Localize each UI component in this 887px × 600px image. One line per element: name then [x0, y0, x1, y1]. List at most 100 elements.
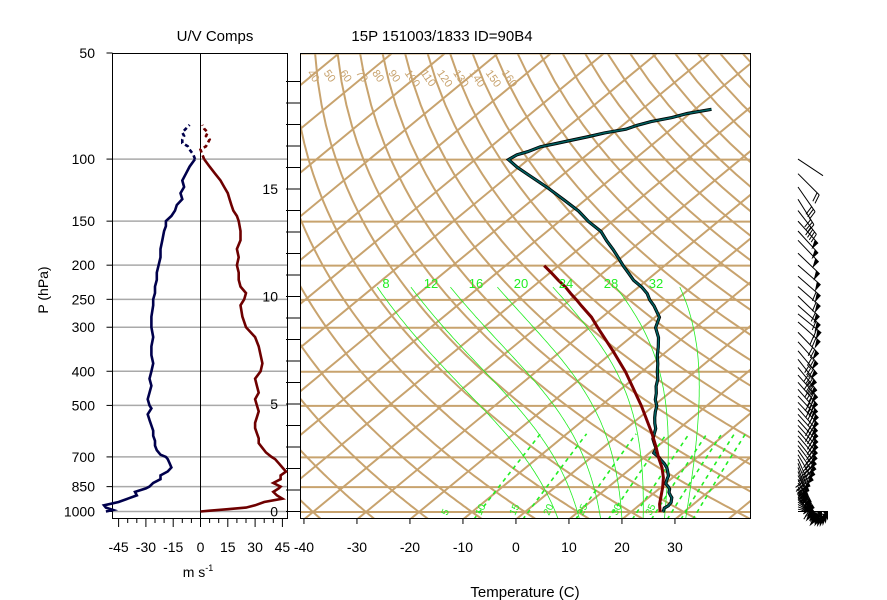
dry-adiabat-label: 70 [353, 68, 370, 85]
height-tick-label: 10 [262, 289, 278, 305]
temperature-profile-line [507, 108, 712, 513]
wind-barb-shaft [797, 350, 818, 375]
wind-barb-flag [806, 397, 813, 407]
wind-barb-flag [805, 457, 812, 466]
uv-x-tick-label: -30 [136, 539, 156, 555]
moist-adiabat-lines [376, 286, 700, 518]
wind-barb-pennant [811, 249, 819, 260]
wind-barb-pennant [810, 449, 818, 460]
dry-adiabat-label: 80 [369, 68, 386, 85]
wind-barb-pennant [810, 393, 818, 404]
wind-barb-flag [805, 408, 811, 418]
isotherm [463, 281, 750, 518]
wind-barb-flag [812, 328, 818, 339]
skewt-background-lines [0, 37, 750, 519]
dry-adiabat [516, 53, 750, 311]
mixing-ratio-lower-label: 15 [508, 502, 523, 517]
mixing-ratio-lower-label: 35 [644, 502, 659, 517]
wind-barb-shaft [797, 374, 819, 398]
dry-adiabat [494, 53, 750, 336]
uv-x-tick-label: 15 [220, 539, 236, 555]
wind-barb-flag [814, 194, 820, 204]
wind-barb-pennant [806, 503, 815, 514]
height-tick-label: 0 [270, 504, 278, 520]
mixing-ratio-line [667, 433, 723, 518]
isotherm [0, 37, 146, 519]
mixing-ratio-line [692, 433, 747, 518]
isotherm [622, 412, 750, 518]
uv-y-tick-label: 850 [72, 479, 96, 495]
isobar-lines [300, 53, 750, 513]
uv-y-tick-label: 250 [72, 291, 96, 307]
dry-adiabat [404, 53, 750, 439]
dry-adiabat [314, 53, 697, 518]
mixing-ratio-label: 8 [382, 276, 389, 291]
wind-barb-flag [806, 366, 812, 376]
wind-barb-flag [807, 229, 814, 238]
mixing-ratio-label: 28 [604, 276, 618, 291]
moist-adiabat-line [376, 286, 559, 518]
wind-barb-pennant [811, 239, 819, 250]
dry-adiabat [300, 342, 483, 518]
wind-barb-flag [802, 472, 810, 481]
mixing-ratio-lower-label: 5 [440, 507, 453, 517]
wind-barb-pennant [814, 516, 821, 527]
height-axis: 0 5 10 15 [262, 81, 300, 520]
dry-adiabat [300, 215, 590, 518]
wind-barb-flag [805, 375, 812, 385]
uv-y-tick-label: 400 [72, 363, 96, 379]
temperature-axis: -40 -30 -20 -10 0 10 20 30 [294, 518, 683, 555]
dry-adiabat-label: 50 [321, 68, 338, 85]
wind-barb-pennant [803, 501, 812, 511]
wind-barb-pennant [810, 427, 818, 437]
dry-adiabat-label: 60 [337, 68, 354, 85]
wind-barb-shaft [797, 230, 819, 254]
wind-barb-flag [800, 480, 808, 488]
dry-adiabat-label: 110 [418, 68, 438, 89]
uv-y-tick-label: 50 [79, 45, 95, 61]
wind-barb-pennant [811, 414, 819, 424]
isotherm [300, 53, 394, 131]
wind-barb-flag [807, 377, 814, 387]
wind-barb-flag [807, 411, 813, 420]
uv-x-axis-unit: m s [183, 564, 206, 580]
wind-barb-pennant [814, 321, 821, 332]
wind-barb-flag [811, 302, 817, 312]
dry-adiabat [539, 53, 750, 286]
uv-y-tick-label: 700 [72, 449, 96, 465]
uv-y-axis-label: P (hPa) [35, 266, 51, 313]
uv-series-v-line [200, 158, 288, 513]
uv-panel-title: U/V Comps [177, 28, 254, 45]
uv-y-tick-label: 1000 [64, 504, 95, 520]
wind-barb-shaft [797, 275, 821, 297]
wind-barb-pennant [815, 329, 822, 340]
uv-y-tick-label: 200 [72, 257, 96, 273]
wind-barb-pennant [811, 438, 819, 449]
isotherm [300, 53, 500, 218]
wind-barb-flag [809, 349, 816, 359]
uv-components-panel: U/V Comps 501001502002503004005007008501… [35, 28, 290, 580]
wind-barb-shaft [797, 341, 819, 365]
uv-series-v-upper-line [198, 124, 212, 160]
isotherm [300, 53, 712, 393]
moist-adiabat-line [615, 286, 669, 518]
wind-barb-pennant [814, 338, 821, 349]
wind-barb-flag [807, 208, 814, 218]
wind-barb-pennant [812, 350, 819, 361]
temperature-x-tick-label: 0 [512, 539, 520, 555]
temperature-x-tick-label: 20 [614, 539, 630, 555]
wind-barb-flag [805, 206, 813, 215]
mixing-ratio-label: 24 [559, 276, 573, 291]
wind-barb-flag [803, 373, 810, 382]
dry-adiabat [651, 53, 750, 164]
wind-barb-flag [811, 337, 817, 347]
wind-barb-flag [805, 221, 813, 230]
isotherm [300, 106, 750, 481]
mixing-ratio-label: 32 [649, 276, 663, 291]
wind-barb-shaft [797, 158, 824, 177]
height-tick-label: 15 [262, 181, 278, 197]
isotherm [300, 53, 553, 262]
isotherm [357, 193, 750, 518]
isotherm [300, 62, 750, 437]
